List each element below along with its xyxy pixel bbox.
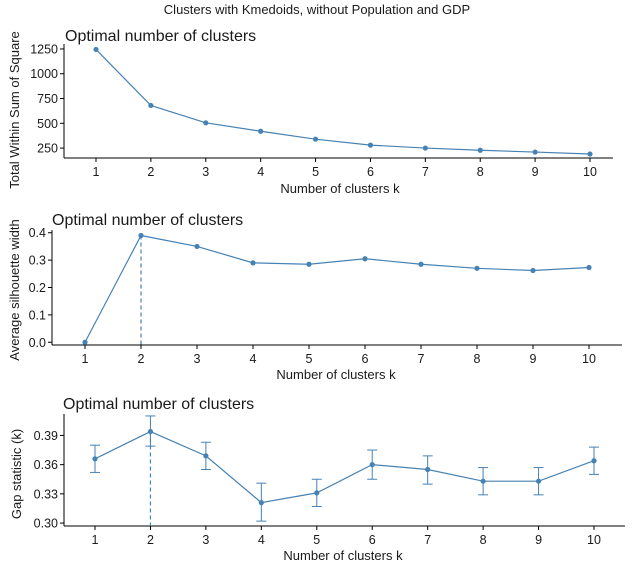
x-tick-label: 6 <box>362 352 369 366</box>
data-point <box>258 128 264 134</box>
data-point <box>194 243 200 250</box>
x-tick-label: 10 <box>582 352 596 366</box>
x-tick-label: 2 <box>147 533 154 547</box>
data-point <box>203 453 209 459</box>
y-tick-label: 0.39 <box>34 429 58 443</box>
x-tick-label: 9 <box>532 165 539 179</box>
data-point <box>138 232 144 239</box>
y-axis-label: Average silhouette width <box>7 219 22 360</box>
data-point <box>203 120 209 126</box>
data-point <box>258 500 264 506</box>
y-tick-label: 0.2 <box>29 281 46 295</box>
x-tick-label: 5 <box>312 165 319 179</box>
y-axis-label: Gap statistic (k) <box>9 429 24 519</box>
x-tick-label: 7 <box>418 352 425 366</box>
x-tick-label: 2 <box>138 352 145 366</box>
data-point <box>362 256 368 262</box>
x-tick-label: 1 <box>92 533 99 547</box>
x-axis-label: Number of clusters k <box>283 548 403 563</box>
x-tick-label: 2 <box>147 165 154 179</box>
x-tick-label: 7 <box>422 165 429 179</box>
data-point <box>474 265 480 271</box>
data-point <box>425 466 431 473</box>
data-point <box>422 145 428 151</box>
x-tick-label: 9 <box>535 533 542 547</box>
plot-area: 250 500 750 1000 1250 1 2 3 4 5 6 7 8 9 10 <box>30 42 613 179</box>
panel-gap-statistic: Optimal number of clusters Gap statistic… <box>9 396 625 563</box>
y-tick-label: 0.36 <box>34 458 58 472</box>
panel-title: Optimal number of clusters <box>65 28 256 45</box>
data-point <box>92 456 98 462</box>
data-point <box>148 102 154 109</box>
x-tick-label: 6 <box>367 165 374 179</box>
y-axis-label: Total Within Sum of Square <box>7 31 22 189</box>
x-tick-label: 4 <box>250 352 257 366</box>
x-tick-label: 8 <box>474 352 481 366</box>
data-point <box>586 264 592 271</box>
series-line <box>94 430 595 504</box>
data-point <box>306 261 312 267</box>
y-tick-label: 0.1 <box>29 308 46 322</box>
y-tick-label: 1250 <box>30 42 58 56</box>
plot-area: 0.30 0.33 0.36 0.39 1 2 3 4 5 6 7 8 9 10 <box>34 414 625 547</box>
panel-title: Optimal number of clusters <box>63 396 254 413</box>
x-tick-label: 3 <box>202 533 209 547</box>
x-tick-label: 5 <box>306 352 313 366</box>
x-tick-label: 3 <box>202 165 209 179</box>
panel-total-within-ss: Optimal number of clusters Total Within … <box>7 28 613 196</box>
y-tick-label: 500 <box>37 117 58 131</box>
x-tick-label: 10 <box>583 165 597 179</box>
data-point <box>532 149 538 155</box>
data-point <box>82 339 88 345</box>
figure-suptitle: Clusters with Kmedoids, without Populati… <box>164 2 470 17</box>
panel-silhouette: Optimal number of clusters Average silho… <box>7 212 622 382</box>
series-line <box>84 234 590 343</box>
x-tick-label: 1 <box>82 352 89 366</box>
data-point <box>480 478 486 484</box>
data-point <box>591 458 597 464</box>
data-point <box>535 478 542 484</box>
data-point <box>312 136 319 142</box>
x-tick-label: 4 <box>258 533 265 547</box>
y-tick-label: 0.4 <box>29 226 46 240</box>
x-tick-label: 4 <box>257 165 264 179</box>
y-tick-label: 0.3 <box>29 254 46 268</box>
x-tick-label: 8 <box>480 533 487 547</box>
panel-title: Optimal number of clusters <box>52 212 243 229</box>
y-tick-label: 1000 <box>30 67 58 81</box>
x-tick-label: 6 <box>369 533 376 547</box>
x-tick-label: 10 <box>587 533 601 547</box>
x-axis-label: Number of clusters k <box>276 367 396 382</box>
series-line <box>95 49 591 155</box>
plot-area: 0.0 0.1 0.2 0.3 0.4 1 2 3 4 5 6 7 8 9 10 <box>29 226 622 366</box>
data-point <box>369 462 375 468</box>
data-point <box>418 261 424 267</box>
data-point <box>250 260 256 266</box>
data-point <box>147 428 154 435</box>
y-tick-label: 0.33 <box>34 487 58 501</box>
x-tick-label: 1 <box>93 165 100 179</box>
x-tick-label: 5 <box>313 533 320 547</box>
data-point <box>477 147 483 153</box>
y-tick-label: 750 <box>37 92 58 106</box>
x-tick-label: 7 <box>424 533 431 547</box>
data-point <box>587 151 593 157</box>
data-point <box>314 490 320 496</box>
data-point <box>530 267 536 274</box>
x-tick-label: 9 <box>530 352 537 366</box>
x-tick-label: 8 <box>477 165 484 179</box>
data-point <box>93 46 99 53</box>
y-tick-label: 250 <box>37 142 58 156</box>
y-tick-label: 0.0 <box>29 336 46 350</box>
x-tick-label: 3 <box>194 352 201 366</box>
y-tick-label: 0.30 <box>34 517 58 531</box>
x-axis-label: Number of clusters k <box>280 181 400 196</box>
data-point <box>367 142 374 148</box>
